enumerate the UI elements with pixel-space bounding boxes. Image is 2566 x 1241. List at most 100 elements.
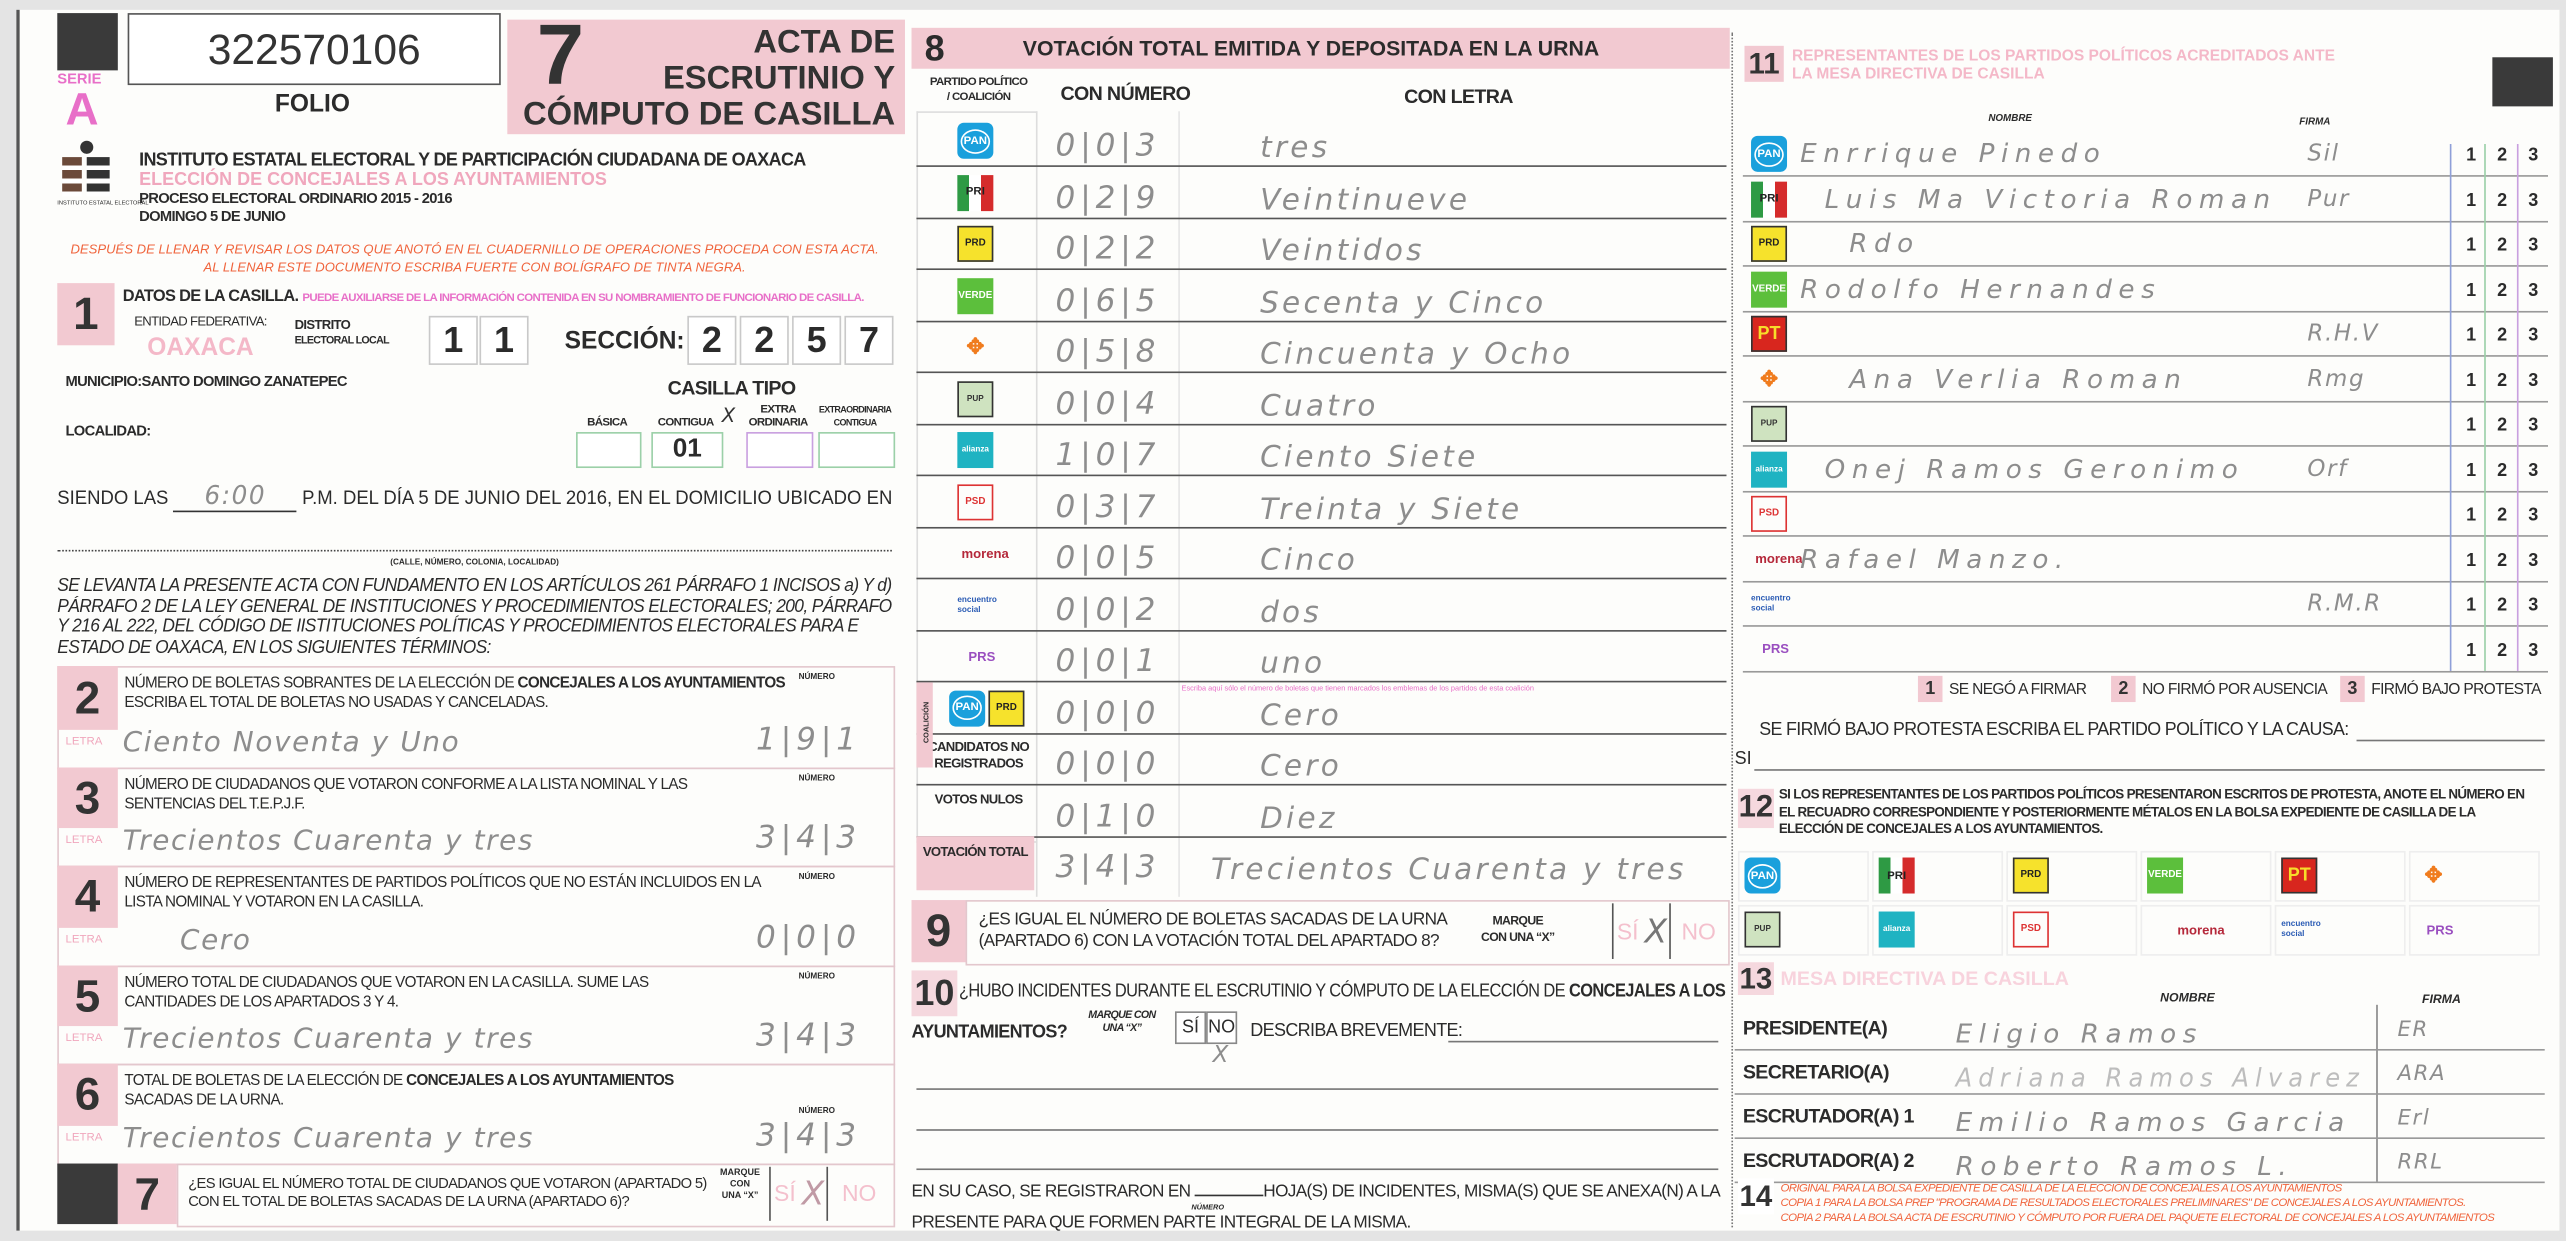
vote-letter[interactable]: uno (1260, 646, 1326, 681)
rep-option-1[interactable]: 1 (2466, 505, 2477, 526)
letra-value[interactable]: Cero (180, 924, 252, 958)
vote-letter[interactable]: Cero (1260, 697, 1343, 733)
rep-option-1[interactable]: 1 (2466, 190, 2477, 211)
rep-option-2[interactable]: 2 (2497, 640, 2508, 661)
vote-number[interactable]: 0|0|0 (1055, 694, 1161, 731)
pan-protest-count-field[interactable] (1737, 850, 1869, 902)
rep-name[interactable]: Onej Ramos Geronimo (1824, 452, 2245, 484)
rep-name[interactable]: Ana Verlia Roman (1849, 362, 2188, 394)
vote-number[interactable]: 0|2|9 (1055, 179, 1161, 216)
vote-number[interactable]: 0|5|8 (1055, 333, 1161, 370)
rep-option-1[interactable]: 1 (2466, 235, 2477, 256)
rep-option-2[interactable]: 2 (2497, 595, 2508, 616)
rep-option-3[interactable]: 3 (2528, 640, 2539, 661)
rep-option-2[interactable]: 2 (2497, 550, 2508, 571)
member-name[interactable]: Eligio Ramos (1955, 1017, 2203, 1049)
vote-letter[interactable]: Ciento Siete (1260, 440, 1479, 475)
vote-number[interactable]: 0|3|7 (1055, 488, 1161, 525)
encuentro-protest-count-field[interactable] (2274, 904, 2406, 956)
rep-option-1[interactable]: 1 (2466, 460, 2477, 481)
s10-no-checkbox[interactable]: NO X (1206, 1011, 1238, 1067)
vote-number[interactable]: 0|0|5 (1055, 540, 1161, 577)
rep-option-1[interactable]: 1 (2466, 595, 2477, 616)
describe-line[interactable] (916, 1168, 1719, 1171)
casilla-tipo-box[interactable]: 01 (651, 432, 724, 469)
rep-option-2[interactable]: 2 (2497, 415, 2508, 436)
casilla-tipo-box[interactable] (818, 432, 896, 469)
rep-name[interactable]: Rodolfo Hernandes (1800, 272, 2162, 304)
member-name[interactable]: Adriana Ramos Alvarez (1955, 1062, 2365, 1094)
member-name[interactable]: Roberto Ramos L. (1955, 1150, 2294, 1182)
vote-number[interactable]: 1|0|7 (1055, 436, 1161, 473)
morena-protest-count-field[interactable] (2140, 904, 2272, 956)
rep-name[interactable]: Rdo (1849, 227, 1920, 259)
rep-option-1[interactable]: 1 (2466, 415, 2477, 436)
s9-yes-checkbox[interactable]: SÍ X (1611, 903, 1669, 959)
vote-number[interactable]: 0|0|4 (1055, 385, 1161, 422)
rep-name[interactable]: Rafael Manzo. (1800, 542, 2070, 574)
vote-letter[interactable]: tres (1260, 130, 1331, 166)
pt-protest-count-field[interactable] (2274, 850, 2406, 902)
si-line[interactable] (1754, 769, 2545, 771)
rep-option-1[interactable]: 1 (2466, 640, 2477, 661)
rep-option-3[interactable]: 3 (2528, 595, 2539, 616)
rep-option-3[interactable]: 3 (2528, 505, 2539, 526)
rep-option-3[interactable]: 3 (2528, 550, 2539, 571)
s10-yes-checkbox[interactable]: SÍ (1174, 1011, 1207, 1045)
rep-option-3[interactable]: 3 (2528, 325, 2539, 346)
casilla-tipo-box[interactable] (576, 432, 642, 469)
vote-letter[interactable]: dos (1260, 594, 1322, 630)
rep-option-1[interactable]: 1 (2466, 550, 2477, 571)
rep-option-3[interactable]: 3 (2528, 235, 2539, 256)
casilla-tipo-box[interactable] (746, 432, 814, 469)
prs-protest-count-field[interactable] (2408, 904, 2540, 956)
pri-protest-count-field[interactable] (1872, 850, 2004, 902)
rep-option-2[interactable]: 2 (2497, 235, 2508, 256)
rep-option-2[interactable]: 2 (2497, 280, 2508, 301)
rep-option-3[interactable]: 3 (2528, 370, 2539, 391)
vote-number[interactable]: 0|0|2 (1055, 591, 1161, 628)
vote-letter[interactable]: Veintinueve (1260, 182, 1471, 217)
alianza-protest-count-field[interactable] (1872, 904, 2004, 956)
vote-letter[interactable]: Cuatro (1260, 388, 1379, 424)
vote-letter[interactable]: Treinta y Siete (1260, 491, 1523, 527)
vote-letter[interactable]: Cinco (1260, 543, 1359, 578)
describe-line[interactable] (916, 1088, 1719, 1090)
rep-option-3[interactable]: 3 (2528, 415, 2539, 436)
vote-letter[interactable]: Trecientos Cuarenta y tres (1210, 852, 1687, 887)
vote-number[interactable]: 3|4|3 (1055, 849, 1161, 886)
rep-option-2[interactable]: 2 (2497, 190, 2508, 211)
rep-option-2[interactable]: 2 (2497, 145, 2508, 166)
s7-no-checkbox[interactable]: NO (826, 1166, 890, 1221)
letra-value[interactable]: Trecientos Cuarenta y tres (122, 1022, 535, 1056)
vote-letter[interactable]: Cero (1260, 749, 1343, 784)
rep-option-1[interactable]: 1 (2466, 280, 2477, 301)
vote-number[interactable]: 0|2|2 (1055, 230, 1161, 267)
rep-option-1[interactable]: 1 (2466, 370, 2477, 391)
rep-option-3[interactable]: 3 (2528, 280, 2539, 301)
letra-value[interactable]: Trecientos Cuarenta y tres (122, 824, 535, 858)
rep-option-1[interactable]: 1 (2466, 325, 2477, 346)
describe-line[interactable] (916, 1129, 1719, 1131)
mc-protest-count-field[interactable] (2408, 850, 2540, 902)
prd-protest-count-field[interactable] (2006, 850, 2138, 902)
vote-number[interactable]: 0|0|1 (1055, 643, 1161, 680)
psd-protest-count-field[interactable] (2006, 904, 2138, 956)
vote-number[interactable]: 0|1|0 (1055, 797, 1161, 834)
vote-letter[interactable]: Secenta y Cinco (1260, 285, 1547, 320)
vote-number[interactable]: 0|0|0 (1055, 746, 1161, 783)
vote-letter[interactable]: Diez (1260, 801, 1338, 836)
letra-value[interactable]: Trecientos Cuarenta y tres (122, 1122, 535, 1156)
rep-option-3[interactable]: 3 (2528, 145, 2539, 166)
member-name[interactable]: Emilio Ramos Garcia (1955, 1106, 2351, 1138)
s9-no-checkbox[interactable]: NO (1669, 903, 1726, 959)
vote-letter[interactable]: Veintidos (1260, 234, 1425, 269)
vote-letter[interactable]: Cincuenta y Ocho (1260, 337, 1574, 372)
rep-name[interactable]: Enrrique Pinedo (1800, 137, 2107, 169)
rep-option-2[interactable]: 2 (2497, 325, 2508, 346)
pup-protest-count-field[interactable] (1737, 904, 1869, 956)
vote-number[interactable]: 0|6|5 (1055, 282, 1161, 319)
letra-value[interactable]: Ciento Noventa y Uno (122, 726, 461, 760)
rep-option-3[interactable]: 3 (2528, 460, 2539, 481)
verde-protest-count-field[interactable] (2140, 850, 2272, 902)
